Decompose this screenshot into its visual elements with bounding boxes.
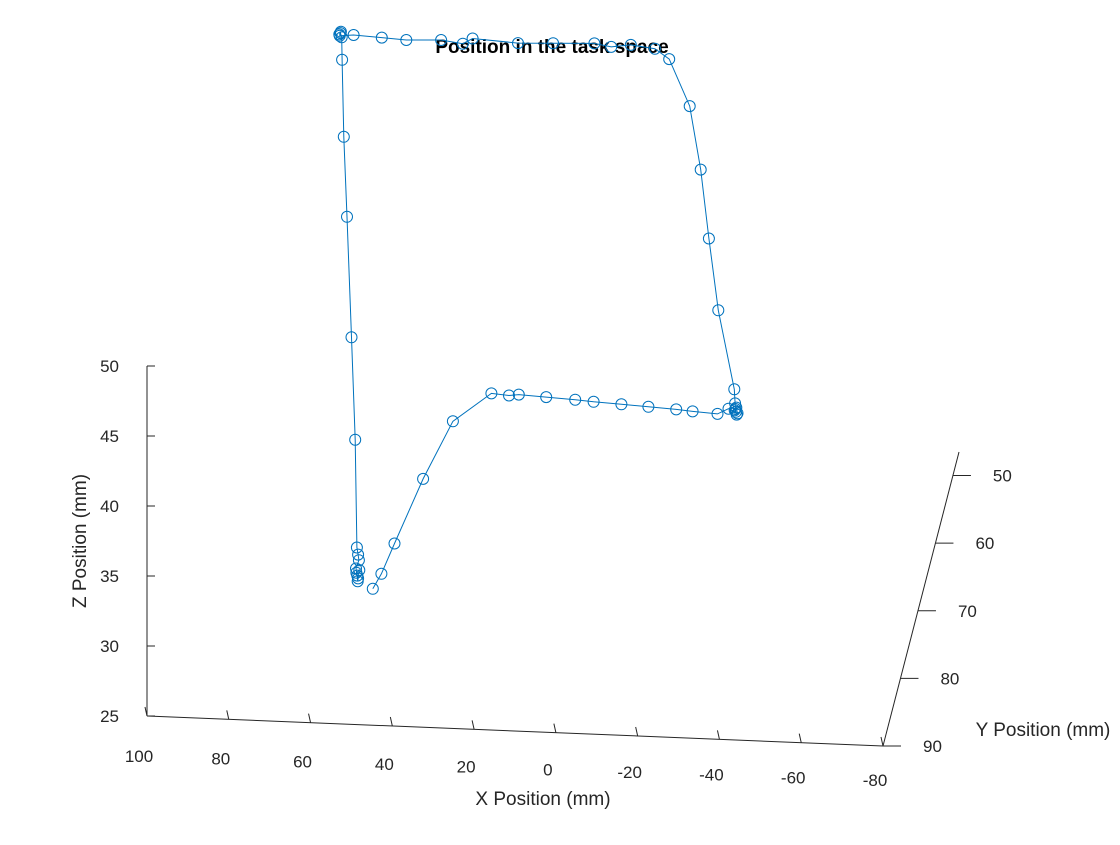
x-tick-label: 80: [211, 750, 230, 769]
x-tick-mark: [226, 710, 230, 720]
x-tick-mark: [471, 720, 475, 730]
x-tick-label: -40: [699, 766, 724, 785]
z-tick-label: 40: [100, 497, 119, 516]
data-point: [683, 100, 696, 113]
data-point: [569, 393, 582, 406]
data-point: [702, 232, 715, 245]
data-point: [712, 304, 725, 317]
data-point: [388, 537, 401, 550]
x-tick-label: 20: [457, 758, 476, 777]
data-point: [605, 40, 618, 53]
data-point: [375, 567, 388, 580]
data-point: [350, 541, 363, 554]
y-axis-title: Y Position (mm): [976, 720, 1111, 741]
y-tick-label: 50: [993, 467, 1012, 486]
x-axis-ticks: 100 80 60 40 20 0 -20 -40 -60 -80: [125, 706, 888, 790]
x-tick-label: -20: [617, 763, 642, 782]
y-tick-label: 60: [975, 534, 994, 553]
data-point: [351, 575, 364, 588]
data-point: [670, 403, 683, 416]
x-tick-mark: [144, 706, 148, 717]
x-tick-label: 60: [293, 752, 312, 771]
data-point: [587, 395, 600, 408]
data-point: [728, 404, 741, 417]
data-point: [366, 582, 379, 595]
x-tick-mark: [716, 730, 720, 740]
data-point: [337, 130, 350, 143]
data-point: [730, 401, 743, 414]
data-point: [336, 53, 349, 66]
data-point: [711, 407, 724, 420]
y-tick-label: 90: [923, 737, 942, 756]
data-point: [456, 37, 469, 50]
data-point: [352, 548, 365, 561]
data-point: [435, 34, 448, 46]
data-point: [722, 402, 735, 415]
data-point: [466, 32, 479, 45]
x-tick-mark: [798, 733, 802, 743]
z-axis-ticks: 25 30 35 40 45 50: [100, 357, 155, 726]
data-point: [485, 387, 498, 400]
data-point: [446, 415, 459, 428]
x-tick-mark: [553, 723, 557, 733]
data-point: [350, 562, 362, 575]
data-point: [624, 38, 637, 51]
data-point: [352, 554, 365, 567]
data-point: [615, 398, 628, 411]
data-point: [400, 34, 413, 46]
data-point: [503, 389, 515, 402]
data-point: [540, 391, 553, 404]
data-point: [547, 37, 560, 50]
data-point: [417, 472, 430, 485]
x-tick-mark: [635, 726, 639, 737]
data-point: [349, 433, 362, 446]
z-axis-title: Z Position (mm): [70, 474, 91, 608]
data-point: [728, 383, 741, 396]
data-point: [341, 210, 353, 223]
y-axis-ticks: 50 60 70 80 90: [883, 467, 1012, 756]
x-tick-label: 0: [543, 760, 552, 779]
data-point: [512, 388, 525, 401]
y-tick-label: 70: [958, 602, 977, 621]
x-tick-mark: [880, 736, 884, 747]
x-tick-label: 100: [125, 747, 153, 766]
x-axis-title: X Position (mm): [475, 789, 610, 810]
plot-area: [333, 25, 744, 595]
y-tick-label: 80: [940, 669, 959, 688]
z-tick-label: 45: [100, 427, 119, 446]
x-tick-label: 40: [375, 755, 394, 774]
z-tick-label: 30: [100, 637, 119, 656]
data-point: [694, 163, 707, 176]
data-point: [663, 53, 676, 66]
x-tick-mark: [389, 716, 393, 727]
data-point: [345, 331, 358, 344]
x-tick-mark: [308, 713, 312, 723]
x-tick-label: -80: [863, 771, 888, 790]
data-point: [375, 31, 388, 44]
data-point: [642, 400, 655, 413]
data-point: [335, 31, 348, 44]
data-point: [512, 37, 524, 50]
series-line: [338, 31, 739, 590]
data-point: [686, 405, 699, 418]
data-point: [333, 29, 346, 42]
data-point: [347, 29, 360, 41]
x-tick-label: -60: [781, 768, 806, 787]
z-tick-label: 50: [100, 357, 119, 376]
data-point: [648, 42, 661, 55]
x-axis-line: [146, 715, 884, 747]
data-point: [588, 37, 601, 50]
z-tick-label: 25: [100, 707, 119, 726]
y-axis-line: [882, 451, 960, 747]
z-tick-label: 35: [100, 567, 119, 586]
data-point: [350, 566, 363, 579]
